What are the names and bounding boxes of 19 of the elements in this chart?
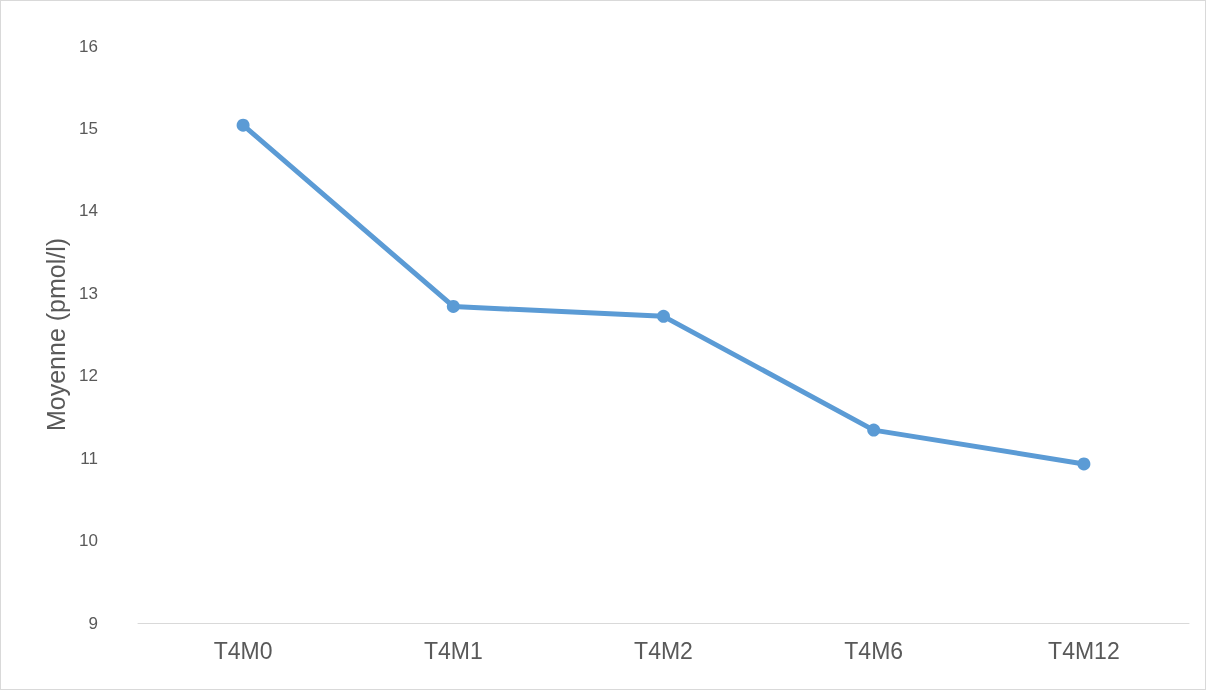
- y-tick-label: 12: [79, 366, 98, 386]
- y-tick-label: 10: [79, 531, 98, 551]
- x-tick-label: T4M2: [634, 637, 693, 664]
- point: [236, 118, 250, 132]
- y-tick-label: 13: [79, 283, 98, 303]
- y-tick-label: 16: [79, 36, 98, 56]
- y-tick-label: 9: [88, 613, 98, 633]
- y-tick-label: 14: [79, 201, 98, 221]
- y-tick-label: 15: [79, 118, 98, 138]
- point: [1077, 457, 1091, 471]
- y-tick-label: 11: [80, 448, 98, 468]
- x-tick-label: T4M6: [844, 637, 904, 664]
- y-axis-title: Moyenne (pmol/l): [41, 237, 70, 432]
- x-tick-label: T4M1: [423, 637, 483, 664]
- point: [657, 309, 670, 323]
- point: [446, 299, 460, 313]
- x-tick-label: T4M12: [1048, 637, 1120, 664]
- point: [867, 423, 881, 437]
- x-tick-label: T4M0: [213, 637, 273, 664]
